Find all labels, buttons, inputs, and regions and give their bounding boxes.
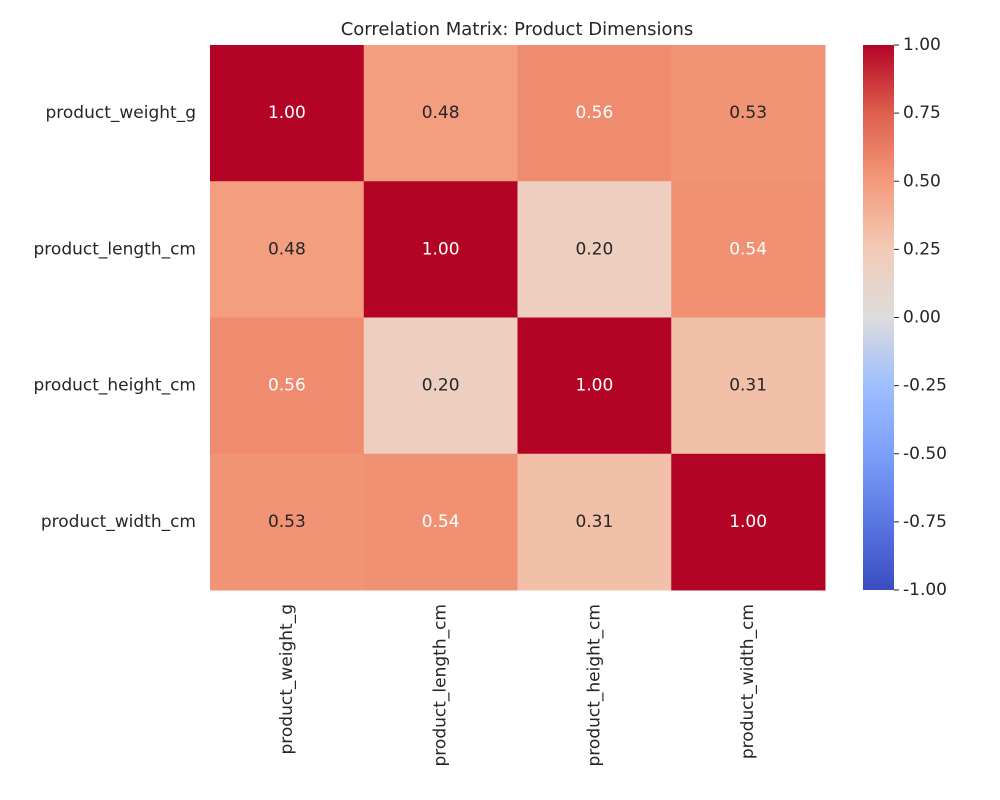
chart-title: Correlation Matrix: Product Dimensions (341, 19, 694, 40)
cell-label: 1.00 (729, 512, 767, 532)
cell-label: 1.00 (575, 376, 613, 396)
colorbar-tick-label: 0.75 (903, 103, 941, 123)
cell-label: 0.53 (729, 103, 767, 123)
cell-label: 0.56 (268, 376, 306, 396)
cell-label: 0.31 (575, 512, 613, 532)
cell-label: 0.48 (422, 103, 460, 123)
colorbar-tick-label: 1.00 (903, 35, 941, 55)
y-tick-label: product_height_cm (34, 376, 196, 396)
heatmap-cell (671, 317, 826, 455)
heatmap-cell (517, 317, 672, 455)
heatmap-cell (363, 45, 518, 182)
cell-label: 0.56 (575, 103, 613, 123)
cell-label: 0.20 (575, 239, 613, 259)
colorbar (863, 45, 894, 590)
x-tick-label: product_length_cm (431, 604, 451, 766)
heatmap-cell (363, 317, 518, 455)
x-tick-label: product_height_cm (584, 604, 604, 766)
cell-label: 0.20 (422, 376, 460, 396)
cell-label: 1.00 (422, 239, 460, 259)
cell-label: 0.31 (729, 376, 767, 396)
y-tick-label: product_weight_g (46, 103, 197, 123)
cell-label: 1.00 (268, 103, 306, 123)
heatmap-cell (517, 453, 672, 591)
colorbar-tick-label: -0.25 (903, 376, 947, 396)
heatmap-cell (363, 453, 518, 591)
colorbar-tick-label: 0.00 (903, 308, 941, 328)
heatmap-cell (210, 453, 365, 591)
x-tick-label: product_width_cm (738, 604, 758, 759)
colorbar-tick-label: -1.00 (903, 580, 947, 600)
cell-label: 0.54 (729, 239, 767, 259)
heatmap-cell (671, 45, 826, 182)
heatmap-cell (210, 181, 365, 318)
colorbar-tick-label: 0.25 (903, 239, 941, 259)
colorbar-tick-label: 0.50 (903, 171, 941, 191)
heatmap-cell (210, 45, 365, 182)
y-tick-label: product_width_cm (41, 512, 196, 532)
heatmap-cell (671, 453, 826, 591)
colorbar-tick-label: -0.50 (903, 444, 947, 464)
y-tick-label: product_length_cm (34, 239, 196, 259)
heatmap-cell (671, 181, 826, 318)
heatmap-cell (517, 45, 672, 182)
heatmap-cell (363, 181, 518, 318)
cell-label: 0.48 (268, 239, 306, 259)
heatmap-cell (517, 181, 672, 318)
x-tick-label: product_weight_g (277, 604, 297, 755)
cell-label: 0.53 (268, 512, 306, 532)
cell-label: 0.54 (422, 512, 460, 532)
heatmap-cell (210, 317, 365, 455)
colorbar-tick-label: -0.75 (903, 512, 947, 532)
